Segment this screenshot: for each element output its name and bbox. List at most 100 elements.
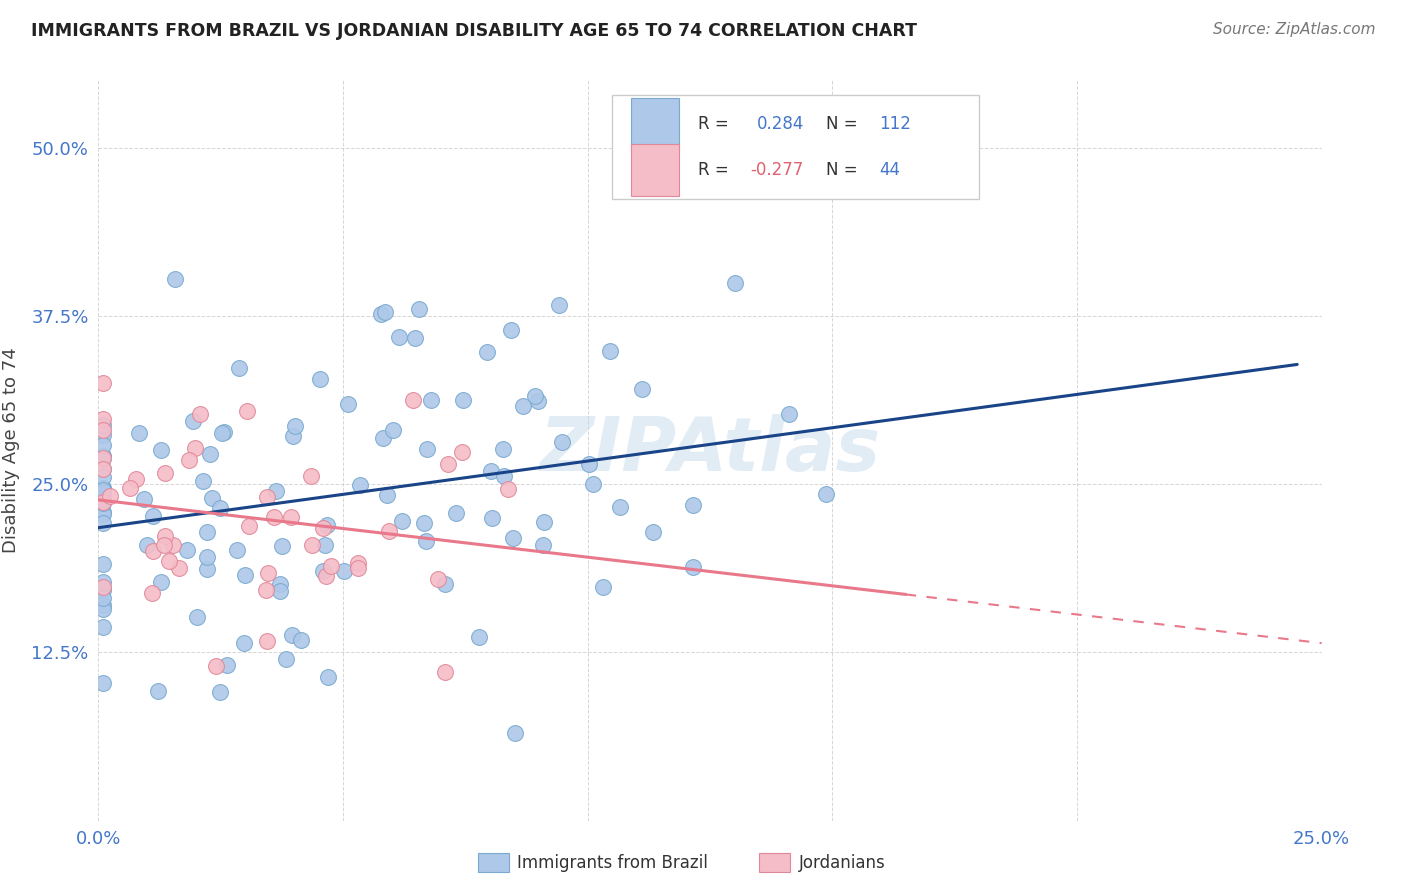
Point: [332, 564, 354, 578]
Point: [467, 631, 489, 645]
Point: [132, 492, 155, 507]
Point: [198, 447, 221, 461]
Point: [479, 465, 502, 479]
Point: [433, 665, 456, 679]
Point: [496, 482, 519, 496]
Point: [724, 276, 747, 290]
Point: [269, 576, 291, 591]
Point: [150, 442, 173, 457]
Point: [276, 652, 298, 666]
Point: [382, 423, 405, 437]
Text: ZIPAtlas: ZIPAtlas: [540, 414, 880, 487]
Point: [91, 482, 114, 496]
Point: [643, 525, 665, 540]
Text: 44: 44: [879, 161, 900, 178]
Point: [177, 452, 200, 467]
Point: [444, 506, 467, 520]
Point: [254, 582, 277, 597]
Text: R =: R =: [697, 161, 734, 178]
Point: [228, 361, 250, 376]
Point: [316, 670, 339, 684]
Point: [128, 425, 150, 440]
Point: [162, 538, 184, 552]
Point: [91, 575, 114, 590]
Point: [416, 442, 439, 456]
Point: [91, 598, 114, 612]
Y-axis label: Disability Age 65 to 74: Disability Age 65 to 74: [3, 348, 20, 553]
Point: [201, 491, 224, 506]
Point: [378, 524, 401, 538]
Point: [375, 488, 398, 502]
Point: [284, 419, 307, 434]
Point: [157, 553, 180, 567]
Point: [270, 540, 292, 554]
Point: [181, 413, 204, 427]
Point: [91, 449, 114, 463]
Point: [592, 581, 614, 595]
Point: [195, 524, 218, 539]
Point: [217, 657, 239, 672]
Text: IMMIGRANTS FROM BRAZIL VS JORDANIAN DISABILITY AGE 65 TO 74 CORRELATION CHART: IMMIGRANTS FROM BRAZIL VS JORDANIAN DISA…: [31, 22, 917, 40]
Point: [551, 435, 574, 450]
Point: [236, 403, 259, 417]
Point: [501, 323, 523, 337]
Point: [184, 441, 207, 455]
Point: [370, 308, 392, 322]
Point: [91, 418, 114, 433]
Point: [167, 560, 190, 574]
Point: [778, 407, 800, 421]
Point: [494, 469, 516, 483]
Point: [91, 461, 114, 475]
Point: [91, 451, 114, 466]
Point: [347, 560, 370, 574]
Point: [91, 483, 114, 498]
Point: [91, 461, 114, 475]
Point: [256, 566, 278, 580]
FancyBboxPatch shape: [630, 144, 679, 195]
Point: [256, 633, 278, 648]
Point: [135, 538, 157, 552]
Point: [527, 393, 550, 408]
Text: 0.284: 0.284: [756, 115, 804, 133]
Point: [631, 382, 654, 396]
Point: [682, 559, 704, 574]
Point: [547, 298, 569, 312]
Point: [404, 331, 426, 345]
Point: [91, 481, 114, 495]
Point: [451, 445, 474, 459]
Point: [191, 474, 214, 488]
Point: [91, 591, 114, 605]
Text: R =: R =: [697, 115, 734, 133]
Point: [437, 458, 460, 472]
Point: [195, 562, 218, 576]
Point: [91, 676, 114, 690]
Point: [582, 476, 605, 491]
Point: [321, 558, 343, 573]
Point: [408, 302, 430, 317]
Point: [533, 516, 555, 530]
Text: N =: N =: [827, 161, 863, 178]
Point: [186, 609, 208, 624]
Point: [91, 507, 114, 521]
Point: [269, 583, 291, 598]
FancyBboxPatch shape: [612, 95, 979, 199]
Point: [371, 431, 394, 445]
Point: [233, 568, 256, 582]
Point: [609, 500, 631, 514]
Point: [91, 516, 114, 530]
Point: [212, 425, 235, 439]
Point: [815, 487, 838, 501]
Point: [388, 330, 411, 344]
Point: [451, 393, 474, 408]
Point: [280, 627, 302, 641]
Point: [337, 397, 360, 411]
Point: [238, 519, 260, 533]
Point: [225, 543, 247, 558]
Point: [153, 467, 176, 481]
Point: [91, 602, 114, 616]
Point: [152, 538, 174, 552]
Point: [195, 549, 218, 564]
Point: [91, 411, 114, 425]
Point: [315, 569, 337, 583]
Point: [434, 577, 457, 591]
